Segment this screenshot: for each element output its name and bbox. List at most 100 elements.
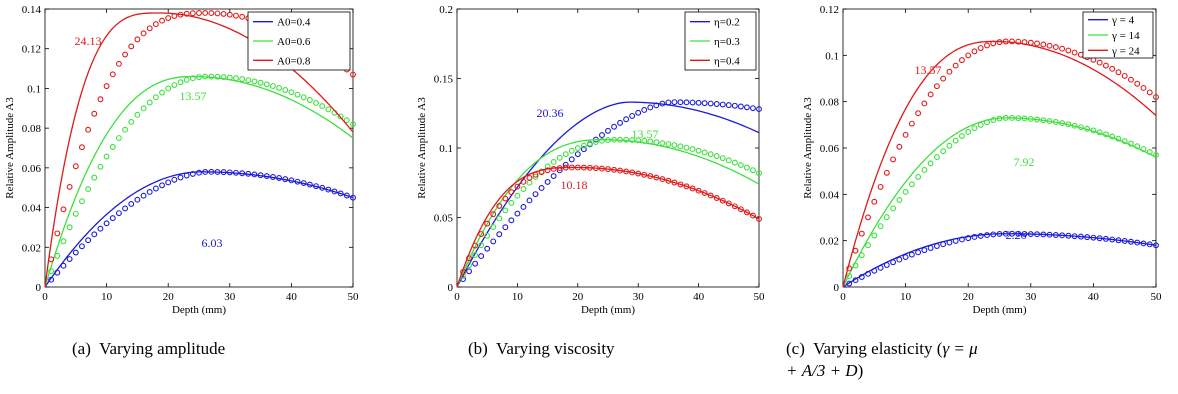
series-marker	[171, 13, 178, 20]
series-marker	[1109, 133, 1116, 140]
series-marker	[701, 190, 708, 196]
series-marker	[750, 167, 756, 174]
series-marker	[325, 106, 332, 113]
series-marker	[683, 99, 690, 106]
series-marker	[990, 117, 997, 123]
series-marker	[128, 119, 135, 125]
series-marker	[276, 175, 283, 181]
series-marker	[91, 110, 98, 117]
series-annotation: 13.57	[632, 127, 659, 141]
series-marker	[472, 252, 479, 258]
series-marker	[196, 169, 202, 176]
caption-a-prefix: (a)	[72, 339, 91, 358]
caption-c-prefix: (c)	[786, 339, 805, 358]
series-marker	[257, 172, 264, 179]
series-marker	[695, 187, 702, 194]
series-marker	[750, 105, 756, 112]
y-tick-label: 0	[834, 282, 840, 294]
series-marker	[977, 45, 984, 51]
series-marker	[635, 170, 642, 177]
series-marker	[257, 79, 264, 86]
series-marker	[282, 87, 289, 93]
series-marker	[689, 99, 696, 106]
series-marker	[251, 171, 258, 178]
series-marker	[1102, 62, 1109, 69]
series-marker	[865, 242, 871, 249]
series-marker	[665, 177, 672, 184]
series-marker	[97, 225, 104, 232]
series-marker	[350, 121, 356, 128]
series-marker	[971, 234, 978, 240]
series-marker	[707, 151, 714, 158]
y-axis-label: Relative Amplitude A3	[802, 97, 814, 199]
series-marker	[288, 89, 295, 96]
series-marker	[713, 153, 720, 160]
series-marker	[183, 76, 190, 83]
series-marker	[122, 51, 129, 58]
y-tick-label: 0.14	[22, 4, 42, 16]
series-marker	[1015, 115, 1022, 122]
series-marker	[629, 112, 636, 119]
y-tick-label: 0.1	[439, 143, 453, 155]
y-tick-label: 0.02	[22, 242, 41, 254]
series-marker	[683, 183, 690, 190]
series-marker	[689, 146, 696, 153]
series-marker	[574, 151, 581, 158]
series-marker	[890, 259, 897, 266]
series-marker	[48, 276, 55, 283]
series-marker	[226, 74, 233, 81]
series-marker	[134, 111, 141, 118]
series-marker	[683, 144, 690, 151]
series-marker	[890, 156, 897, 163]
x-tick-label: 20	[163, 291, 175, 303]
series-marker	[756, 170, 762, 176]
series-marker	[460, 269, 466, 275]
series-marker	[677, 181, 684, 188]
series-marker	[562, 151, 569, 158]
series-marker	[1077, 124, 1084, 131]
series-marker	[883, 169, 890, 176]
series-marker	[971, 48, 978, 55]
x-tick-label: 40	[286, 291, 298, 303]
series-annotation: 6.03	[202, 236, 223, 250]
series-marker	[915, 249, 922, 256]
series-marker	[171, 176, 178, 183]
series-marker	[1027, 231, 1034, 237]
series-marker	[337, 113, 344, 120]
series-marker	[146, 99, 153, 106]
series-annotation: 7.92	[1014, 155, 1035, 169]
series-marker	[202, 73, 209, 80]
series-marker	[743, 164, 750, 171]
series-marker	[611, 136, 617, 143]
y-tick-label: 0.08	[22, 123, 42, 135]
series-marker	[952, 137, 959, 144]
series-marker	[91, 174, 98, 181]
series-marker	[689, 185, 696, 192]
series-marker	[977, 232, 984, 239]
series-marker	[599, 132, 605, 139]
caption-b: (b) Varying viscosity	[468, 338, 615, 360]
series-marker	[653, 139, 660, 146]
series-marker	[940, 148, 947, 155]
series-marker	[48, 268, 55, 275]
series-marker	[239, 13, 246, 20]
series-marker	[490, 238, 497, 245]
series-marker	[85, 237, 92, 244]
series-marker	[122, 126, 129, 133]
series-marker	[1102, 131, 1109, 138]
series-marker	[635, 109, 642, 116]
series-marker	[532, 173, 539, 180]
series-marker	[514, 183, 521, 190]
caption-c-text: Varying elasticity (	[813, 339, 943, 358]
series-marker	[965, 52, 972, 59]
series-marker	[592, 165, 599, 172]
series-marker	[877, 183, 884, 190]
legend-label: η=0.2	[714, 17, 740, 29]
x-tick-label: 40	[693, 291, 705, 303]
series-marker	[269, 174, 276, 180]
caption-a: (a) Varying amplitude	[72, 338, 225, 360]
series-marker	[300, 94, 307, 101]
series-marker	[1034, 116, 1041, 123]
series-marker	[214, 10, 221, 17]
series-marker	[958, 133, 965, 140]
